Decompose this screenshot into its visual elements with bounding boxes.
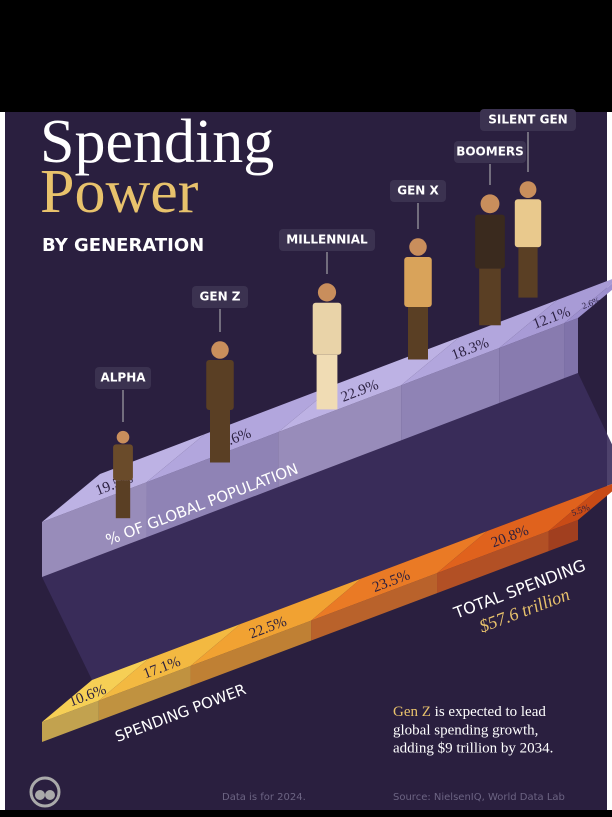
segment-top (146, 384, 337, 483)
note-line: Gen Z is expected to lead (393, 704, 546, 720)
segment-front (548, 520, 578, 552)
figure-body (404, 257, 432, 307)
box-wall (42, 373, 612, 680)
segment-top (190, 578, 362, 667)
footnote: Data is for 2024. (222, 792, 306, 803)
segment-top (548, 484, 612, 532)
tag-label: SILENT GEN (488, 113, 567, 127)
subtitle: BY GENERATION (42, 235, 204, 256)
segment-top (311, 531, 488, 621)
figure-head (317, 283, 337, 302)
figure-legs (210, 410, 230, 463)
segment-front (401, 347, 500, 441)
figure-body (475, 214, 505, 269)
segment-front (98, 666, 191, 721)
figure-legs (479, 268, 501, 326)
tag-label: GEN X (397, 184, 439, 198)
segment-top (564, 283, 612, 324)
segment-front (42, 700, 99, 742)
figure-body (312, 302, 342, 355)
segment-front (311, 573, 438, 641)
segment-front (278, 385, 402, 488)
logo (29, 776, 61, 808)
note-highlight: Gen Z (393, 704, 431, 720)
segment-front (190, 620, 312, 687)
figure-body (514, 199, 542, 248)
note-line: adding $9 trillion by 2034. (393, 740, 553, 756)
tag-label: MILLENNIAL (286, 233, 368, 247)
segment-front (146, 432, 279, 538)
segment-top (499, 279, 612, 348)
tag-label: ALPHA (100, 371, 146, 385)
figure-head (211, 341, 229, 359)
tag (279, 229, 375, 251)
segment-front (499, 323, 565, 403)
segment-top (42, 658, 149, 722)
note-text: is expected to lead (431, 704, 546, 720)
figure-body (206, 360, 234, 410)
segment-top (401, 299, 558, 386)
figure-head (116, 430, 130, 444)
note-line: global spending growth, (393, 722, 538, 738)
source: Source: NielsenIQ, World Data Lab (393, 792, 565, 803)
segment-top (98, 624, 241, 701)
title: Spending (40, 108, 274, 176)
bottom-band (0, 810, 612, 817)
figure-legs (408, 307, 428, 360)
figure-legs (316, 354, 338, 410)
figure-head (409, 238, 427, 256)
figure-legs (115, 480, 131, 519)
segment-front (564, 318, 578, 379)
figure-head (519, 181, 537, 199)
tag (192, 286, 248, 308)
figure-body (113, 444, 133, 481)
figure-legs (518, 247, 538, 298)
tag-label: GEN Z (200, 290, 241, 304)
segment-front (437, 531, 549, 594)
tag (454, 141, 526, 163)
figure-head (480, 194, 500, 214)
title-2: Power (40, 158, 199, 226)
tag (95, 367, 151, 389)
tag (480, 109, 576, 131)
segment-top (437, 489, 599, 574)
top-band (0, 0, 612, 112)
tag (390, 180, 446, 202)
tag-label: BOOMERS (456, 145, 524, 159)
